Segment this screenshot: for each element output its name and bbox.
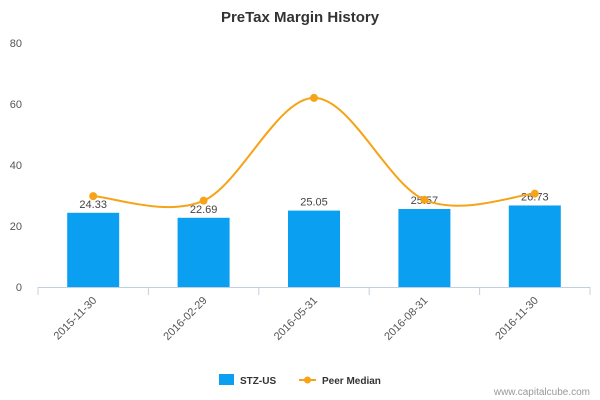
x-tick-label: 2015-11-30 — [52, 295, 100, 343]
peer-median-point — [420, 195, 429, 204]
peer-median-series — [89, 93, 539, 209]
legend: STZ-US Peer Median — [219, 374, 381, 387]
bar-data-label: 22.69 — [190, 204, 218, 216]
y-tick-label: 60 — [10, 99, 22, 111]
bar — [508, 205, 561, 287]
bar — [67, 212, 120, 287]
peer-median-point — [310, 93, 318, 102]
x-tick-label: 2016-11-30 — [493, 295, 541, 343]
x-tick-label: 2016-05-31 — [272, 295, 320, 343]
bar-series — [67, 205, 561, 287]
x-tick-label: 2016-02-29 — [161, 295, 209, 343]
legend-swatch-stz-us — [219, 374, 234, 385]
y-tick-label: 80 — [10, 38, 22, 50]
bar — [177, 217, 230, 287]
bar — [288, 210, 340, 287]
legend-marker-peer-median — [304, 376, 311, 384]
peer-median-line — [93, 96, 535, 209]
chart-title: PreTax Margin History — [221, 9, 380, 26]
bar — [398, 209, 451, 287]
bar-data-label: 25.05 — [300, 197, 328, 209]
bar-data-label: 24.33 — [79, 199, 107, 211]
x-tick-label: 2016-08-31 — [382, 295, 430, 343]
legend-label-peer-median: Peer Median — [322, 376, 381, 387]
y-tick-label: 20 — [10, 221, 22, 233]
peer-median-point — [199, 196, 208, 205]
credit-text: www.capitalcube.com — [493, 387, 590, 398]
peer-median-point — [530, 189, 539, 198]
y-tick-label: 0 — [16, 282, 22, 294]
x-axis: 2015-11-30 2016-02-29 2016-05-31 2016-08-31… — [37, 287, 591, 343]
peer-median-point — [89, 192, 98, 201]
legend-label-stz-us: STZ-US — [240, 376, 276, 387]
y-axis: 0 20 40 60 80 — [10, 38, 22, 294]
y-tick-label: 40 — [10, 160, 22, 172]
